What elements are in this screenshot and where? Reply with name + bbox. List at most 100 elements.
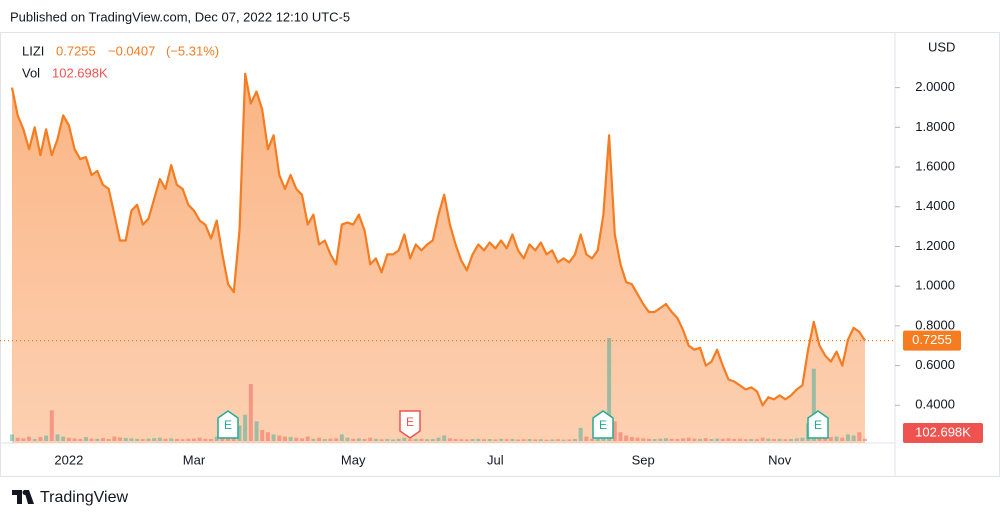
volume-bar (118, 437, 123, 441)
volume-bar (641, 438, 646, 441)
y-tick-label: 1.8000 (915, 119, 955, 134)
volume-bar (578, 427, 583, 441)
volume-bar (129, 438, 134, 441)
volume-bar (504, 439, 509, 441)
x-tick-label: 2022 (54, 452, 83, 467)
volume-bar (368, 437, 373, 441)
volume-bar (777, 438, 782, 441)
volume-bar (311, 438, 316, 441)
volume-bar (38, 437, 43, 441)
volume-bar (317, 437, 322, 441)
volume-bar (834, 436, 839, 441)
volume-bar (15, 437, 20, 441)
y-tick-label: 1.6000 (915, 158, 955, 173)
volume-bar (83, 437, 88, 441)
volume-bar (476, 438, 481, 441)
volume-bar (436, 437, 441, 441)
volume-bar (152, 438, 157, 441)
volume-bar (760, 437, 765, 441)
volume-bar (629, 437, 634, 441)
last-volume-label: 102.698K (915, 424, 971, 439)
earnings-label: E (599, 418, 607, 432)
earnings-marker: E (217, 410, 239, 439)
earnings-label: E (406, 415, 414, 429)
volume-bar (288, 437, 293, 441)
volume-bar (527, 439, 532, 441)
volume-bar (652, 439, 657, 441)
x-tick-label: Mar (183, 452, 206, 467)
volume-bar (300, 438, 305, 441)
volume-bar (487, 439, 492, 441)
volume-bar (533, 439, 538, 441)
volume-bar (811, 368, 816, 441)
x-tick-label: Sep (632, 452, 655, 467)
volume-bar (351, 438, 356, 441)
y-tick-label: 2.0000 (915, 79, 955, 94)
volume-bar (396, 438, 401, 441)
volume-bar (282, 436, 287, 441)
volume-bar (100, 438, 105, 441)
x-tick-label: Jul (487, 452, 504, 467)
volume-bar (237, 425, 242, 441)
volume-bar (277, 435, 282, 441)
volume-bar (732, 439, 737, 441)
volume-bar (789, 439, 794, 441)
earnings-marker: E (592, 410, 614, 439)
volume-bar (516, 439, 521, 441)
volume-bar (493, 439, 498, 441)
volume-bar (140, 439, 145, 441)
volume-bar (521, 439, 526, 441)
change-percent: (−5.31%) (166, 43, 219, 58)
volume-bar (715, 438, 720, 441)
y-tick-label: 1.4000 (915, 198, 955, 213)
volume-bar (214, 436, 219, 441)
volume-title: Vol (22, 65, 40, 80)
y-tick-label: 1.2000 (915, 238, 955, 253)
volume-bar (510, 439, 515, 441)
volume-bar (612, 421, 617, 441)
plot (10, 72, 867, 443)
volume-bar (766, 438, 771, 441)
volume-bar (44, 435, 49, 441)
volume-bar (703, 438, 708, 441)
volume-bar (402, 437, 407, 441)
volume-bar (749, 439, 754, 441)
volume-bar (470, 439, 475, 441)
volume-bar (607, 338, 612, 441)
change: −0.0407 (108, 43, 155, 58)
price-area (12, 73, 865, 443)
earnings-marker: E (807, 410, 829, 439)
volume-bar (186, 438, 191, 441)
volume-bar (555, 439, 560, 441)
volume-bar (635, 437, 640, 441)
volume-bar (49, 410, 54, 441)
volume-bar (726, 438, 731, 441)
volume-bar (209, 439, 214, 441)
volume-bar (538, 439, 543, 441)
volume-bar (66, 437, 71, 441)
volume-bar (544, 439, 549, 441)
volume-bar (362, 439, 367, 441)
volume-bar (373, 438, 378, 441)
volume-bar (260, 430, 265, 441)
x-tick-label: May (341, 452, 366, 467)
volume-bar (845, 434, 850, 441)
volume-bar (157, 437, 162, 441)
volume-bar (595, 437, 600, 441)
volume-bar (243, 414, 248, 441)
volume-bar (482, 439, 486, 441)
volume-bar (265, 432, 270, 441)
volume-bar (737, 438, 742, 441)
y-tick-label: 0.4000 (915, 397, 955, 412)
volume-bar (174, 439, 179, 441)
volume-bar (453, 439, 458, 441)
volume-bar (271, 434, 276, 441)
volume-bar (857, 432, 862, 441)
volume-bar (191, 438, 196, 441)
volume-bar (10, 434, 14, 441)
volume-bar (379, 439, 384, 441)
volume-bar (78, 439, 83, 441)
volume-bar (419, 438, 424, 441)
volume-bar (430, 439, 435, 441)
